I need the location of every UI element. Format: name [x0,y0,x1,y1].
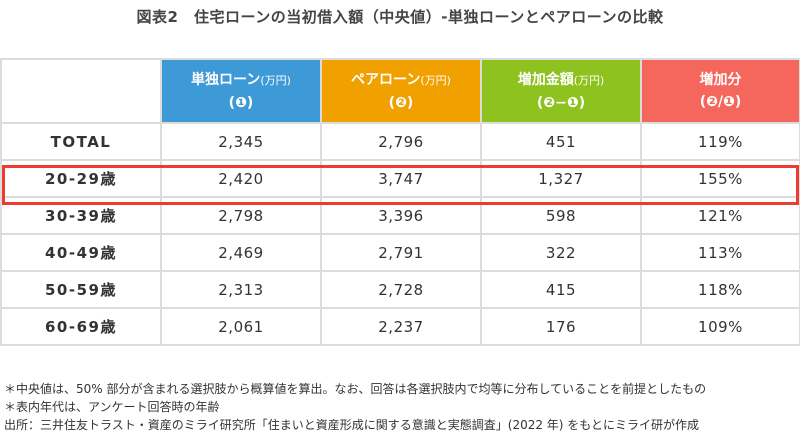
table-row: 40-49歳 2,469 2,791 322 113% [0,233,800,272]
footnote-source: 出所：三井住友トラスト・資産のミライ研究所「住まいと資産形成に関する意識と実態調… [4,418,700,432]
header-pair-loan: ペアローン(万円) (❷) [320,58,482,124]
cell-ratio: 118% [640,270,800,309]
header-unit: (万円) [420,73,451,87]
cell-single: 2,313 [160,270,322,309]
header-label: 単独ローン [191,71,261,88]
header-label: ペアローン [351,71,421,88]
cell-pair: 2,237 [320,307,482,346]
cell-diff: 322 [480,233,642,272]
header-blank [0,58,162,124]
cell-pair: 3,396 [320,196,482,235]
cell-single: 2,469 [160,233,322,272]
header-sub: (❶) [228,94,254,111]
row-label: 60-69歳 [0,307,162,346]
table-row: 30-39歳 2,798 3,396 598 121% [0,196,800,235]
table-row-highlighted: 20-29歳 2,420 3,747 1,327 155% [0,159,800,198]
header-row: 単独ローン(万円) (❶) ペアローン(万円) (❷) 増加金額(万円) (❷−… [0,58,800,124]
cell-pair: 2,791 [320,233,482,272]
cell-ratio: 113% [640,233,800,272]
cell-single: 2,798 [160,196,322,235]
cell-ratio: 119% [640,122,800,161]
footnotes: ＊中央値は、50% 部分が含まれる選択肢から概算値を算出。なお、回答は各選択肢内… [4,380,706,434]
row-label: 50-59歳 [0,270,162,309]
footnote-median: ＊中央値は、50% 部分が含まれる選択肢から概算値を算出。なお、回答は各選択肢内… [4,382,707,396]
page-title: 図表2 住宅ローンの当初借入額（中央値）-単独ローンとペアローンの比較 [136,8,664,26]
cell-ratio: 155% [640,159,800,198]
table-row: 50-59歳 2,313 2,728 415 118% [0,270,800,309]
header-label: 増加金額 [517,71,574,88]
header-sub: (❷/❶) [699,94,742,110]
cell-ratio: 121% [640,196,800,235]
header-sub: (❷) [388,94,414,111]
cell-single: 2,345 [160,122,322,161]
header-unit: (万円) [573,73,605,87]
header-single-loan: 単独ローン(万円) (❶) [160,58,322,124]
cell-single: 2,061 [160,307,322,346]
cell-ratio: 109% [640,307,800,346]
cell-pair: 3,747 [320,159,482,198]
comparison-table: 単独ローン(万円) (❶) ペアローン(万円) (❷) 増加金額(万円) (❷−… [0,58,800,346]
header-sub: (❷−❶) [536,94,586,111]
cell-pair: 2,796 [320,122,482,161]
cell-diff: 598 [480,196,642,235]
table-row: TOTAL 2,345 2,796 451 119% [0,122,800,161]
row-label: 40-49歳 [0,233,162,272]
table-row: 60-69歳 2,061 2,237 176 109% [0,307,800,346]
header-label: 増加分 [699,72,742,88]
header-increase-ratio: 増加分 (❷/❶) [640,58,800,124]
cell-diff: 415 [480,270,642,309]
cell-diff: 451 [480,122,642,161]
row-label: 20-29歳 [0,159,162,198]
cell-diff: 176 [480,307,642,346]
header-increase-amount: 増加金額(万円) (❷−❶) [480,58,642,124]
cell-pair: 2,728 [320,270,482,309]
row-label: TOTAL [0,122,162,161]
footnote-age: ＊表内年代は、アンケート回答時の年齢 [4,400,220,414]
header-unit: (万円) [260,73,291,87]
cell-single: 2,420 [160,159,322,198]
row-label: 30-39歳 [0,196,162,235]
cell-diff: 1,327 [480,159,642,198]
